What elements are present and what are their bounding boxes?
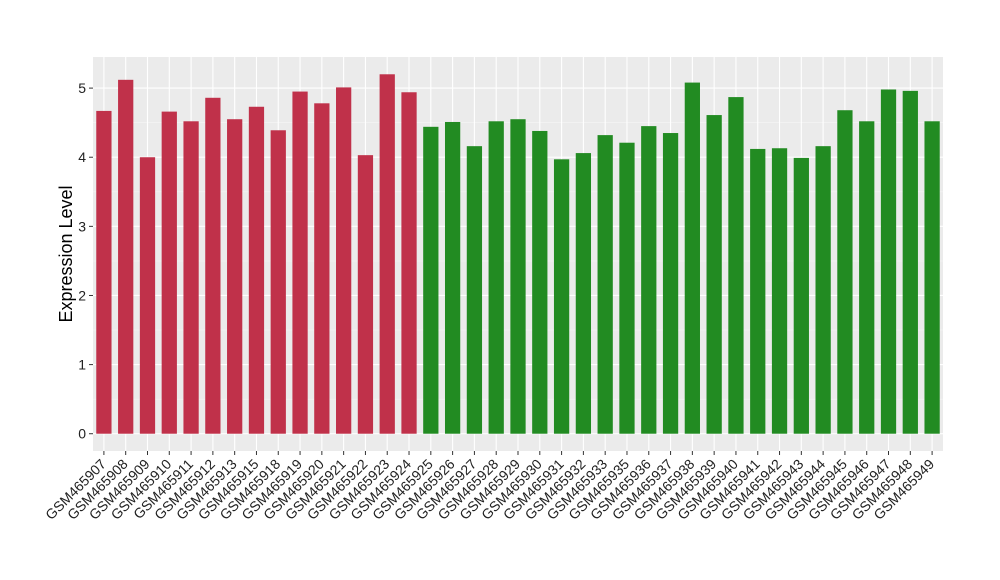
- bar-gsm465915: [248, 106, 265, 434]
- bar-gsm465920: [314, 103, 330, 434]
- bar-gsm465938: [684, 82, 700, 434]
- bar-gsm465949: [924, 121, 940, 434]
- bar-gsm465942: [771, 148, 788, 434]
- y-tick-label: 0: [78, 426, 86, 442]
- bar-gsm465928: [488, 121, 504, 434]
- bar-gsm465921: [336, 87, 352, 434]
- bar-gsm465924: [401, 92, 417, 434]
- bar-gsm465910: [161, 111, 177, 434]
- bar-gsm465936: [641, 126, 657, 434]
- bar-gsm465948: [902, 90, 918, 434]
- x-axis: GSM465907GSM465908GSM465909GSM465910GSM4…: [42, 451, 937, 523]
- bar-gsm465932: [575, 153, 592, 434]
- bar-gsm465923: [379, 74, 395, 434]
- bar-gsm465930: [532, 130, 548, 434]
- bar-gsm465912: [205, 97, 221, 434]
- bar-gsm465922: [357, 155, 374, 434]
- bar-gsm465925: [423, 126, 439, 434]
- bar-gsm465940: [728, 97, 744, 434]
- bar-gsm465933: [597, 135, 613, 434]
- bar-gsm465913: [227, 119, 243, 434]
- y-tick-label: 1: [78, 357, 86, 373]
- bar-gsm465927: [466, 146, 483, 434]
- bars: [96, 74, 940, 434]
- bar-gsm465947: [880, 89, 897, 434]
- bar-gsm465909: [139, 157, 156, 434]
- bar-gsm465939: [706, 115, 722, 434]
- bar-gsm465945: [837, 110, 853, 434]
- bar-gsm465944: [815, 146, 831, 434]
- y-axis-title: Expression Level: [56, 185, 76, 322]
- bar-gsm465941: [750, 148, 766, 434]
- bar-gsm465926: [444, 121, 461, 434]
- bar-gsm465919: [292, 91, 308, 434]
- bar-gsm465943: [793, 157, 809, 434]
- bar-gsm465935: [619, 142, 635, 434]
- y-tick-label: 5: [78, 80, 86, 96]
- y-tick-label: 3: [78, 218, 86, 234]
- y-tick-label: 2: [78, 287, 86, 303]
- bar-gsm465929: [510, 119, 526, 434]
- y-tick-label: 4: [78, 149, 86, 165]
- bar-gsm465911: [183, 121, 199, 434]
- bar-gsm465908: [118, 79, 134, 434]
- bar-gsm465907: [96, 110, 112, 434]
- y-axis: 0 1 2 3 4 5: [78, 80, 93, 442]
- bar-gsm465937: [662, 133, 679, 434]
- bar-gsm465918: [270, 130, 286, 434]
- bar-gsm465931: [553, 159, 570, 434]
- bar-gsm465946: [859, 121, 875, 434]
